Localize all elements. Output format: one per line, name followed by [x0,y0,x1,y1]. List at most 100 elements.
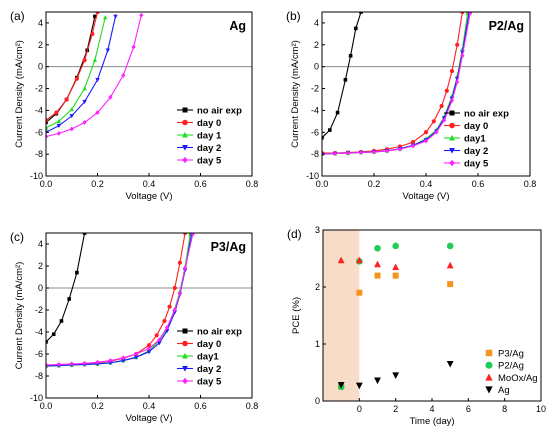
data-point [423,130,429,135]
data-point [46,134,49,140]
x-tick-label: 0.4 [420,179,433,189]
panel-title: P2/Ag [489,19,524,33]
legend-item: day 2 [177,364,221,375]
legend-marker [449,159,455,167]
legend-marker [182,328,188,334]
x-tick-label: 0.2 [91,179,104,189]
series-day1 [322,12,470,156]
data-point [95,12,100,15]
legend-item: day 1 [177,131,222,142]
plot-area [46,12,144,140]
data-point [139,12,144,18]
data-point [67,297,71,301]
legend-marker [485,386,493,394]
data-point [146,343,152,348]
y-tick-label: 2 [314,40,319,50]
x-tick-label: 0.4 [143,179,156,189]
data-point [442,117,447,123]
x-tick-label: 0.8 [524,179,537,189]
legend-label: day1 [464,134,486,145]
data-point [146,350,152,355]
series-day-5 [322,12,473,157]
legend-marker [485,361,493,369]
panel-b: 0.0 0.2 0.4 0.6 0.8 -10 -8 -6 -4 -2 0 2 4 Voltage (V)… [286,9,536,202]
y-axis-label: PCE (%) [291,297,302,334]
x-tick-label: 0.0 [40,401,53,411]
legend-item: Ag [485,385,510,396]
data-point [397,146,403,152]
legend-marker [182,145,188,151]
data-point [90,31,95,36]
data-point [392,263,400,271]
data-point [374,244,381,252]
legend-marker [182,131,188,138]
data-point [337,256,345,264]
legend-label: day 1 [197,131,222,142]
series-no-air-exp [46,14,97,125]
x-tick-label: 0.0 [316,179,329,189]
data-point [69,361,74,367]
data-point [134,351,139,357]
x-tick-label: 0.6 [194,401,207,411]
data-point [444,88,449,93]
data-point [56,118,62,124]
data-point [374,260,381,268]
series-day-5 [46,12,144,140]
legend-item: day 5 [177,377,222,388]
series-line [322,13,469,155]
legend-label: day 2 [464,146,488,157]
legend-item: no air exp [177,327,242,338]
data-point [74,76,79,81]
series-day-5 [46,233,195,368]
data-point [54,110,59,115]
legend-item: day 0 [177,339,221,350]
data-point [328,128,332,132]
legend-marker [449,148,455,154]
data-point [348,53,353,58]
legend-item: day 2 [177,143,221,154]
x-axis-label: Voltage (V) [126,191,173,202]
shaded-region [323,230,360,401]
legend-label: day 0 [464,121,488,132]
data-point [460,12,465,15]
data-point [46,362,49,368]
legend-marker [449,122,455,129]
legend-item: day 5 [177,156,222,167]
data-point [460,53,465,59]
plot-area [46,233,195,369]
panel-title: Ag [229,19,246,33]
y-tick-label: 0 [38,62,43,72]
series-day-0 [46,12,100,123]
data-point [345,150,351,156]
data-point [157,341,162,346]
legend-item: day1 [444,134,486,145]
series-line [46,233,86,343]
data-point [75,270,79,275]
legend-label: P3/Ag [498,349,524,360]
data-point [56,123,62,129]
data-point [177,260,182,265]
panel-title: P3/Ag [211,240,246,254]
data-point [190,233,195,237]
data-point [69,106,74,112]
data-point [355,256,363,264]
legend-item: P3/Ag [485,349,524,360]
y-tick-label: 0 [315,396,320,406]
series-no-air-exp [322,12,363,140]
legend-label: day 0 [197,118,221,129]
data-point [358,150,364,155]
data-point [447,281,454,288]
data-point [95,359,100,365]
data-point [177,291,182,296]
data-point [64,97,69,102]
data-point [182,233,188,236]
y-axis-label: Current Density (mA/cm²) [14,262,25,370]
legend-item: day1 [177,352,219,363]
data-point [105,48,110,53]
legend-label: no air exp [197,327,242,338]
data-point [113,14,118,19]
legend-item: day 0 [444,121,488,132]
x-tick-label: 8 [502,404,507,414]
